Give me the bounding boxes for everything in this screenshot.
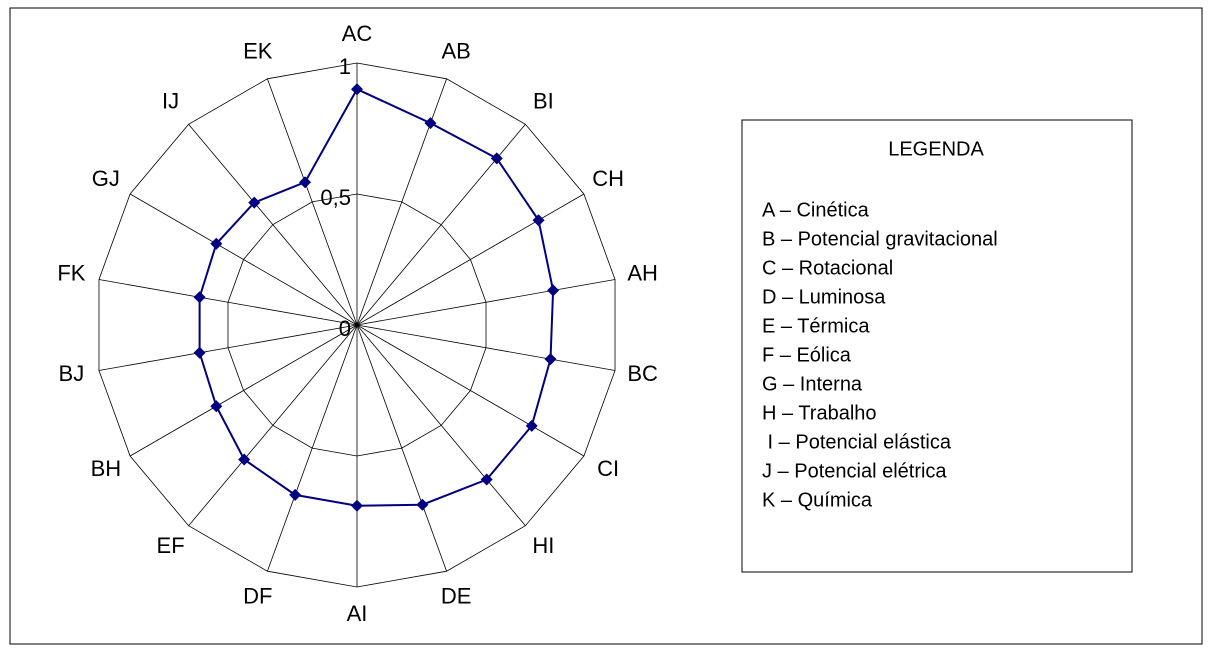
category-label: BJ — [59, 361, 85, 386]
point-marker — [210, 237, 223, 250]
legend-box — [741, 119, 1133, 573]
category-label: AH — [627, 260, 658, 285]
legend-item: K – Química — [762, 489, 873, 511]
axis-spoke — [356, 193, 585, 326]
category-label: BC — [627, 361, 658, 386]
point-marker — [238, 453, 251, 466]
axis-spoke — [188, 124, 358, 326]
axis-spoke — [129, 324, 358, 457]
axis-spoke — [356, 279, 616, 326]
point-marker — [248, 196, 261, 209]
legend-item: G – Interna — [762, 373, 863, 395]
point-marker — [490, 152, 503, 165]
point-marker — [547, 284, 560, 297]
category-label: EK — [243, 38, 273, 63]
category-label: AC — [342, 21, 373, 46]
tick-label: 0,5 — [320, 185, 351, 210]
point-marker — [193, 346, 206, 359]
category-label: EF — [157, 533, 185, 558]
category-label: CH — [592, 166, 624, 191]
category-label: FK — [57, 260, 85, 285]
legend-item: E – Térmica — [762, 315, 870, 337]
category-label: DF — [243, 583, 272, 608]
point-marker — [210, 400, 223, 413]
legend-item: H – Trabalho — [762, 402, 877, 424]
category-label: BH — [91, 456, 122, 481]
legend-item: F – Eólica — [762, 344, 852, 366]
axis-spoke — [129, 193, 358, 326]
point-marker — [299, 176, 312, 189]
category-label: DE — [441, 583, 472, 608]
point-marker — [289, 488, 302, 501]
axis-spoke — [188, 324, 358, 526]
legend-item: B – Potencial gravitacional — [762, 228, 998, 250]
axis-spoke — [356, 324, 447, 572]
axis-spoke — [98, 324, 358, 371]
point-marker — [416, 498, 429, 511]
tick-label: 1 — [339, 54, 351, 79]
axis-spoke — [267, 78, 358, 326]
tick-label: 0 — [339, 316, 351, 341]
category-label: AB — [442, 38, 471, 63]
category-label: IJ — [162, 89, 179, 114]
point-marker — [193, 291, 206, 304]
axis-spoke — [356, 324, 585, 457]
point-marker — [424, 117, 437, 130]
axis-spoke — [356, 324, 526, 526]
category-label: GJ — [92, 166, 120, 191]
legend-title: LEGENDA — [888, 138, 984, 160]
point-marker — [544, 353, 557, 366]
legend-item: J – Potencial elétrica — [762, 460, 947, 482]
point-marker — [525, 419, 538, 432]
point-marker — [532, 214, 545, 227]
axis-spoke — [356, 324, 616, 371]
category-label: CI — [597, 456, 619, 481]
axis-spoke — [98, 279, 358, 326]
legend-item: D – Luminosa — [762, 286, 886, 308]
legend-item: I – Potencial elástica — [762, 431, 952, 453]
category-label: AI — [347, 601, 368, 626]
point-marker — [480, 473, 493, 486]
point-marker — [351, 83, 363, 96]
axis-spoke — [267, 324, 358, 572]
legend-item: A – Cinética — [762, 199, 870, 221]
legend-item: C – Rotacional — [762, 257, 893, 279]
point-marker — [351, 499, 363, 512]
category-label: BI — [533, 89, 554, 114]
category-label: HI — [532, 533, 554, 558]
